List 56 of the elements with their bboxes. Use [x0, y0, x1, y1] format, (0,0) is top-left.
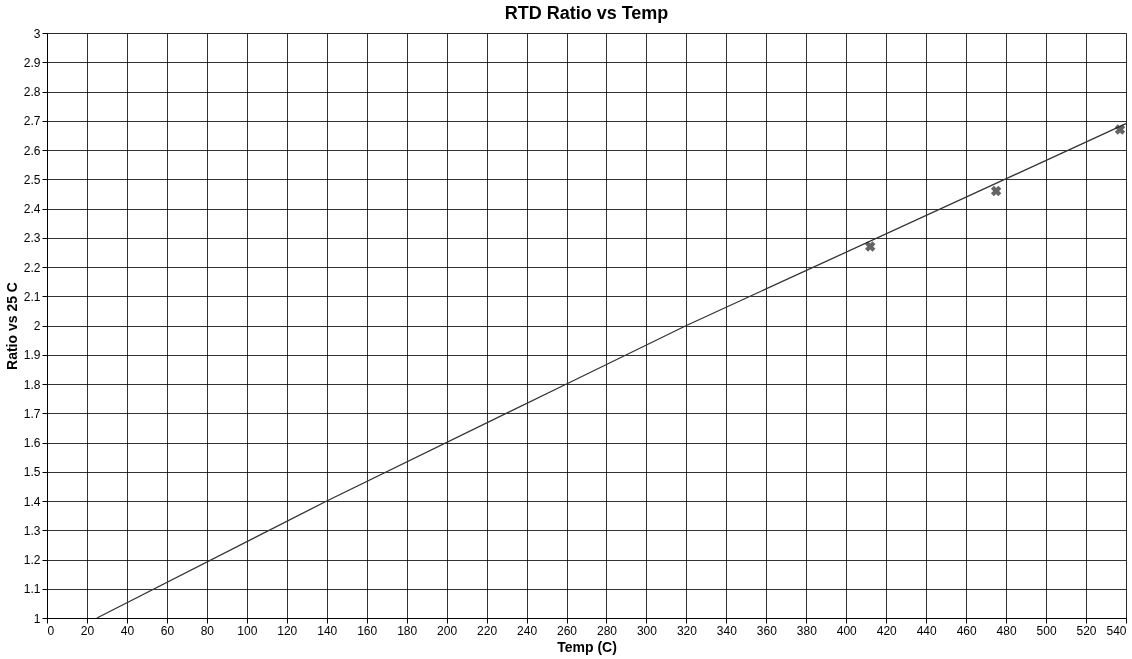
x-tick-label: 520	[1076, 623, 1097, 638]
x-tick-label: 360	[756, 623, 778, 638]
y-tick-label: 1	[33, 611, 41, 626]
y-tick-label: 1.7	[23, 406, 41, 421]
y-tick-label: 1.1	[23, 582, 41, 597]
y-tick-label: 1.8	[23, 377, 41, 392]
y-tick-label: 2.9	[23, 55, 41, 70]
x-tick-label: 300	[636, 623, 658, 638]
x-tick-label: 280	[596, 623, 618, 638]
x-tick-label: 120	[277, 623, 298, 638]
x-tick-label: 100	[237, 623, 258, 638]
y-tick-label: 2.5	[23, 172, 41, 187]
y-tick-label: 1.4	[23, 494, 41, 509]
point	[865, 241, 876, 252]
y-tick-label: 1.2	[23, 553, 41, 567]
x-tick-label: 500	[1036, 623, 1057, 638]
x-tick-label: 40	[120, 623, 135, 638]
x-tick-label: 200	[437, 623, 458, 638]
x-tick-label: 420	[876, 623, 898, 638]
point	[1114, 124, 1126, 135]
x-tick-label: 80	[200, 623, 215, 638]
x-axis-title: Temp (C)	[557, 638, 617, 655]
y-tick-label: 1.9	[23, 348, 41, 363]
x-tick-label: 260	[557, 623, 578, 638]
x-tick-label: 240	[517, 623, 538, 638]
y-tick-label: 3	[33, 26, 41, 41]
y-tick-label: 2.8	[23, 85, 41, 99]
x-tick-label: 540	[1106, 623, 1127, 638]
x-tick-label: 220	[477, 623, 498, 638]
x-tick-label: 340	[716, 623, 738, 638]
y-tick-label: 2	[33, 319, 41, 333]
y-tick-label: 2.3	[23, 231, 41, 246]
y-tick-label: 2.1	[23, 289, 41, 304]
y-tick-label: 2.4	[23, 202, 41, 216]
y-tick-label: 2.7	[23, 114, 41, 129]
y-tick-label: 1.3	[23, 523, 41, 538]
chart-title: RTD Ratio vs Temp	[504, 3, 669, 23]
x-tick-label: 400	[836, 623, 858, 638]
y-axis-title: Ratio vs 25 C	[3, 282, 20, 370]
x-tick-label: 160	[357, 623, 378, 638]
y-tick-label: 2.6	[23, 143, 41, 158]
line-series	[96, 123, 1127, 619]
y-tick-label: 1.5	[23, 465, 41, 480]
x-tick-label: 380	[796, 623, 818, 638]
y-tick-label: 2.2	[23, 260, 41, 275]
x-tick-label: 60	[160, 623, 175, 638]
point	[990, 185, 1002, 197]
x-tick-label: 140	[317, 623, 338, 638]
x-tick-label: 480	[996, 623, 1017, 638]
y-tick-label: 1.6	[23, 436, 41, 450]
x-tick-label: 20	[80, 623, 95, 638]
x-tick-label: 0	[47, 623, 55, 638]
x-tick-label: 320	[676, 623, 698, 638]
x-tick-label: 440	[916, 623, 938, 638]
x-tick-label: 460	[956, 623, 977, 638]
x-tick-label: 180	[397, 623, 418, 638]
